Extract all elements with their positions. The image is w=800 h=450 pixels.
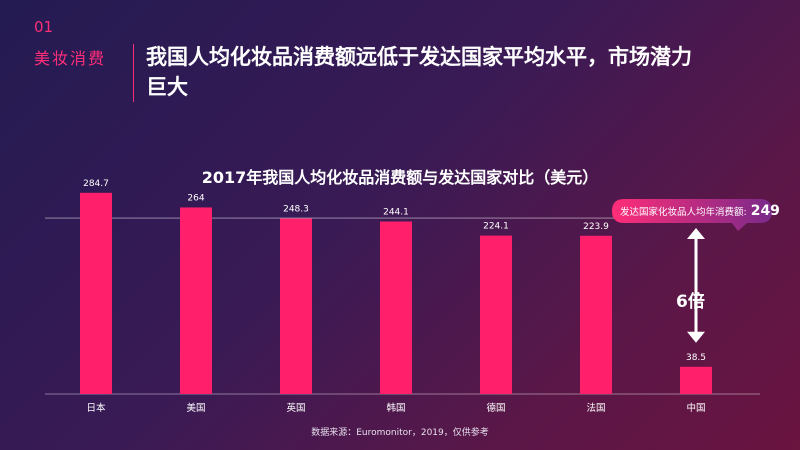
section-number: 01 (34, 18, 54, 36)
bar-5 (480, 235, 512, 394)
average-value: 249 (750, 203, 780, 219)
title-divider (133, 44, 134, 102)
bar-4 (380, 221, 412, 394)
bar-1 (80, 192, 112, 394)
bar-2 (180, 207, 212, 394)
ratio-arrow-icon (687, 228, 705, 343)
ratio-annotation: 6倍 (676, 292, 705, 312)
bar-6 (580, 235, 612, 394)
value-label-7: 38.5 (686, 353, 706, 363)
section-label: 美妆消费 (34, 49, 107, 68)
average-label: 发达国家化妆品人均年消费额: (620, 207, 747, 218)
category-label-4: 韩国 (386, 402, 405, 414)
page-title: 我国人均化妆品消费额远低于发达国家平均水平，市场潜力巨大 (146, 45, 692, 99)
average-callout: 发达国家化妆品人均年消费额: 249 (612, 199, 780, 231)
category-label-1: 日本 (86, 402, 106, 414)
value-label-5: 224.1 (483, 222, 509, 232)
average-callout-text: 发达国家化妆品人均年消费额: 249 (620, 203, 780, 219)
value-label-2: 264 (187, 193, 204, 203)
category-label-5: 德国 (486, 402, 505, 414)
source-note: 数据来源：Euromonitor，2019，仅供参考 (311, 428, 489, 438)
value-label-3: 248.3 (283, 205, 309, 215)
chart-title: 2017年我国人均化妆品消费额与发达国家对比（美元） (201, 168, 599, 187)
category-label-2: 美国 (186, 402, 205, 414)
callout-bubble (612, 199, 772, 231)
value-label-1: 284.7 (83, 179, 109, 189)
category-label-7: 中国 (686, 402, 705, 414)
category-label-3: 英国 (286, 402, 305, 414)
bar-7 (680, 366, 712, 394)
value-label-6: 223.9 (583, 222, 609, 232)
bar-3 (280, 218, 312, 394)
category-label-6: 法国 (586, 402, 605, 414)
value-label-4: 244.1 (383, 208, 409, 218)
